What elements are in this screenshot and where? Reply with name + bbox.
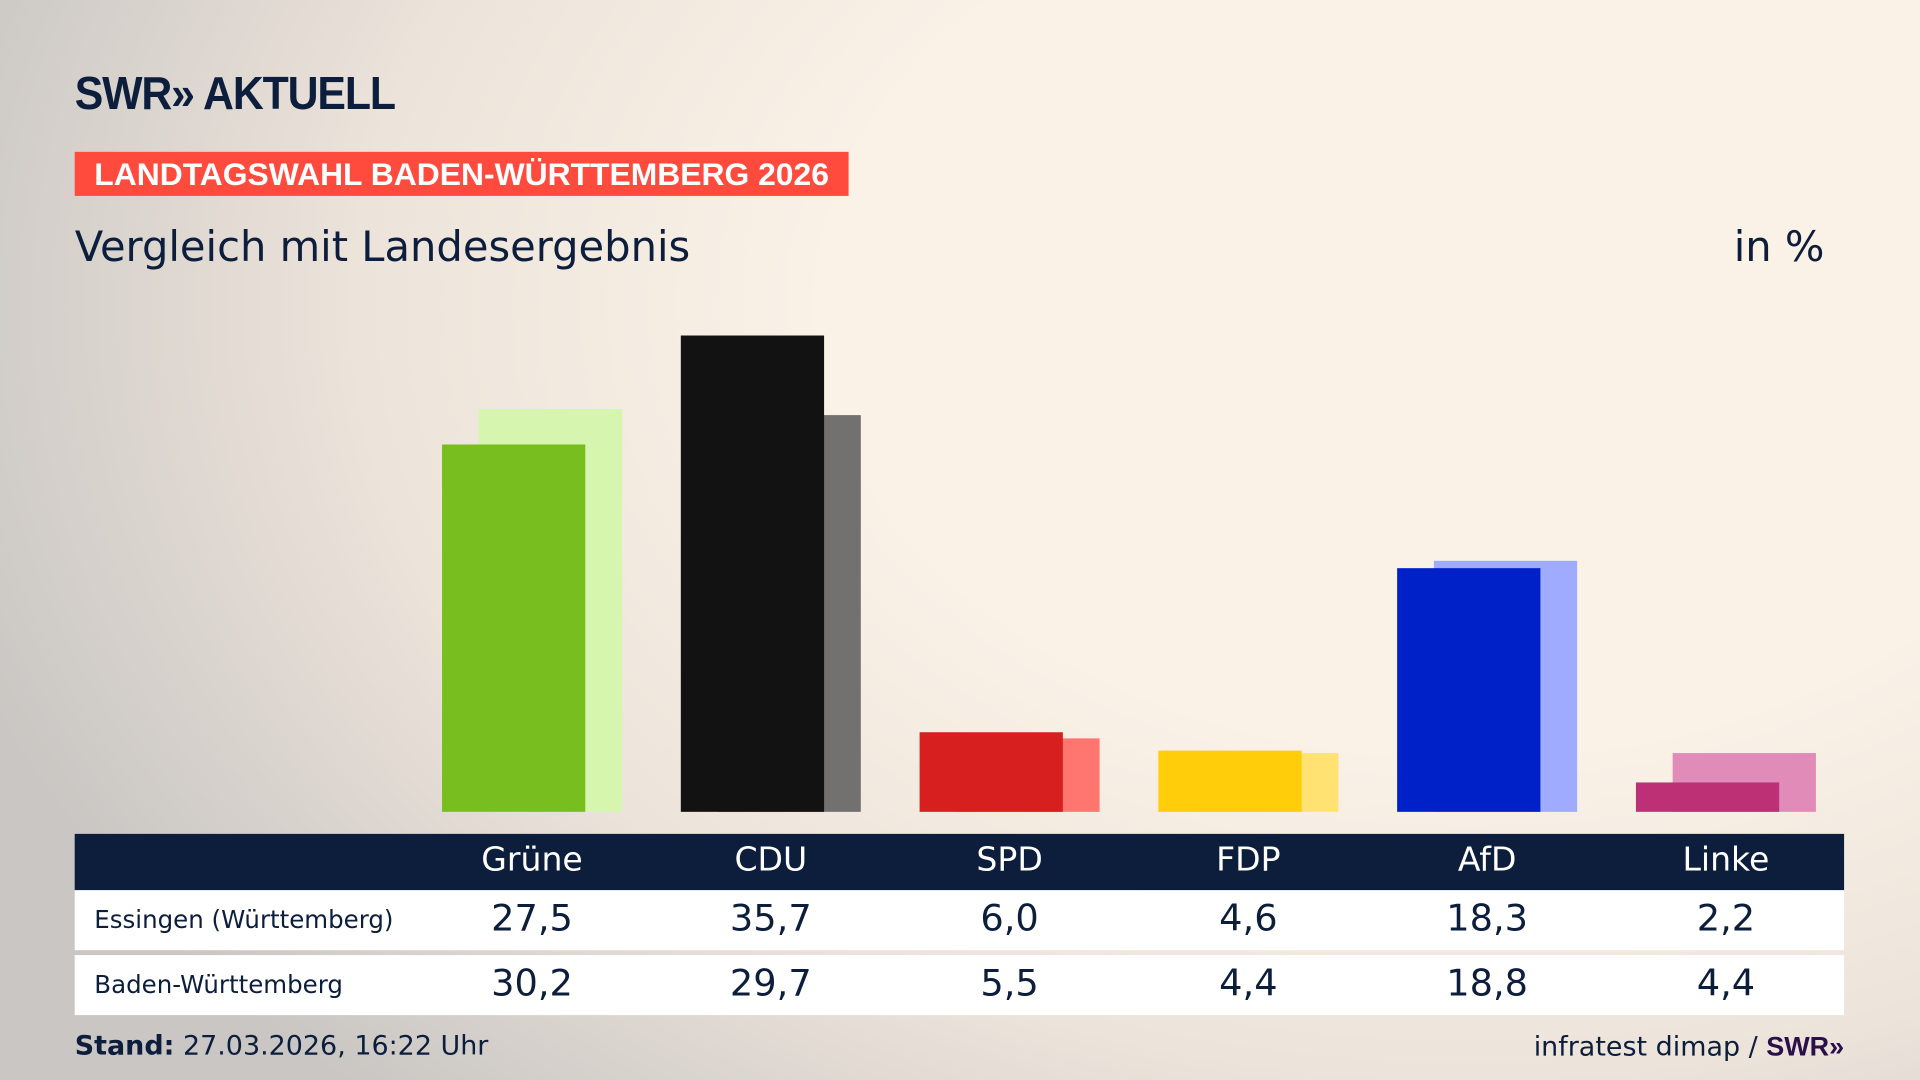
- stand-value: 27.03.2026, 16:22 Uhr: [174, 1031, 489, 1062]
- swr-aktuell-logo: SWR» AKTUELL: [74, 68, 396, 121]
- value-cell: 2,2: [1696, 897, 1756, 941]
- value-cell: 18,3: [1446, 897, 1529, 941]
- column-header-afd: AfD: [1457, 841, 1517, 880]
- value-cell: 4,4: [1219, 962, 1278, 1006]
- value-cell: 27,5: [491, 897, 573, 941]
- value-cell: 4,4: [1696, 962, 1756, 1006]
- row-label: Baden-Württemberg: [94, 969, 343, 1000]
- bar-local-spd: [919, 731, 1063, 812]
- swr-logo: SWR»: [1766, 1031, 1845, 1062]
- value-cell: 5,5: [980, 962, 1039, 1006]
- value-cell: 6,0: [980, 897, 1039, 941]
- bar-local-cdu: [680, 335, 825, 812]
- column-header-linke: Linke: [1682, 841, 1770, 880]
- row-label: Essingen (Württemberg): [94, 904, 394, 935]
- timestamp: Stand: 27.03.2026, 16:22 Uhr: [75, 1031, 489, 1062]
- value-cell: 4,6: [1219, 897, 1278, 941]
- bar-local-linke: [1635, 782, 1780, 812]
- value-cell: 35,7: [729, 897, 812, 941]
- chart-subtitle: Vergleich mit Landesergebnis: [74, 222, 691, 272]
- value-cell: 30,2: [491, 962, 573, 1006]
- column-header-spd: SPD: [976, 841, 1043, 880]
- kicker-banner: LANDTAGSWAHL BADEN-WÜRTTEMBERG 2026: [74, 151, 849, 196]
- source: infratest dimap / SWR»: [1534, 1031, 1844, 1063]
- source-text: infratest dimap /: [1533, 1032, 1767, 1063]
- unit-label: in %: [1733, 222, 1825, 272]
- value-cell: 29,7: [729, 962, 812, 1006]
- column-header-cdu: CDU: [734, 841, 808, 880]
- value-cell: 18,8: [1446, 962, 1529, 1006]
- column-header-fdp: FDP: [1216, 841, 1281, 880]
- stand-label: Stand:: [74, 1031, 175, 1062]
- table-row-bw: Baden-Württemberg 30,2 29,7 5,5 4,4 18,8 4,4: [74, 955, 1845, 1016]
- bar-local-grüne: [442, 444, 586, 812]
- table-header: Grüne CDU SPD FDP AfD Linke: [74, 833, 1845, 891]
- table-row-essingen: Essingen (Württemberg) 27,5 35,7 6,0 4,6 18,…: [74, 890, 1845, 951]
- bar-local-afd: [1397, 567, 1541, 812]
- column-header-grüne: Grüne: [481, 841, 583, 880]
- bar-local-fdp: [1158, 750, 1302, 812]
